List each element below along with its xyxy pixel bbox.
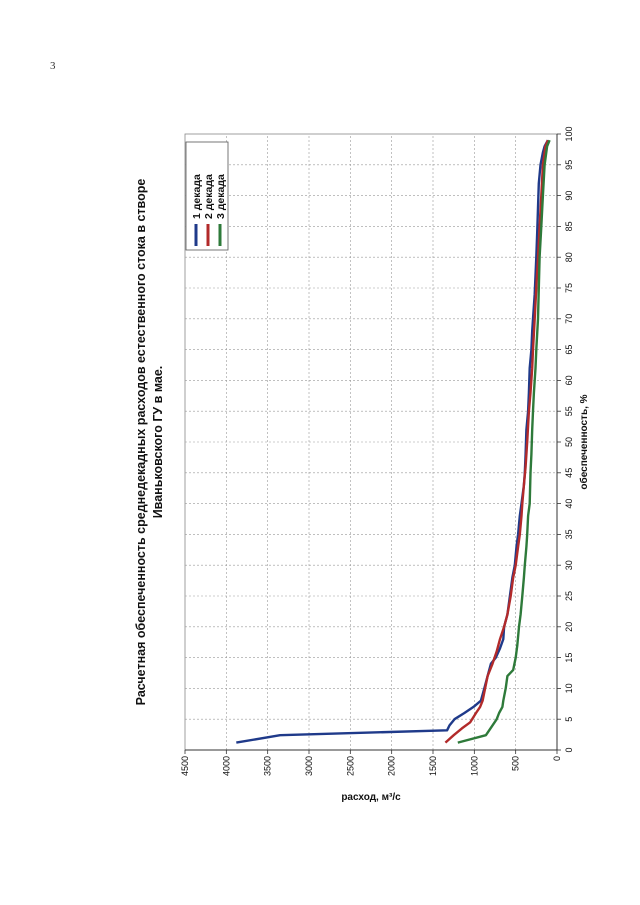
x-tick-label: 30	[564, 560, 574, 570]
y-tick-label: 500	[511, 756, 521, 771]
y-tick-label: 1000	[469, 756, 479, 776]
x-tick-label: 10	[564, 683, 574, 693]
legend-label-2: 2 декада	[203, 174, 215, 219]
series-line-1	[236, 139, 549, 744]
x-tick-label: 0	[564, 747, 574, 752]
x-tick-label: 75	[564, 283, 574, 293]
x-tick-label: 95	[564, 160, 574, 170]
x-tick-label: 90	[564, 191, 574, 201]
x-tick-label: 40	[564, 499, 574, 509]
series-line-3	[457, 139, 551, 744]
x-tick-label: 20	[564, 622, 574, 632]
x-tick-label: 25	[564, 591, 574, 601]
x-tick-label: 45	[564, 468, 574, 478]
x-tick-label: 70	[564, 314, 574, 324]
x-tick-label: 85	[564, 221, 574, 231]
x-axis-title: обеспеченность, %	[578, 394, 590, 489]
legend-label-3: 3 декада	[215, 174, 227, 219]
chart-title-line: Иваньковского ГУ в мае.	[151, 366, 165, 519]
x-tick-label: 35	[564, 529, 574, 539]
chart-title-line: Расчетная обеспеченность среднедекадных …	[134, 179, 148, 706]
legend-label-1: 1 декада	[191, 174, 203, 219]
y-tick-label: 1500	[428, 756, 438, 776]
x-tick-label: 15	[564, 653, 574, 663]
x-tick-label: 60	[564, 375, 574, 385]
y-axis-title: расход, м³/с	[341, 792, 401, 803]
page-number: 3	[50, 60, 56, 72]
x-tick-label: 50	[564, 437, 574, 447]
legend-box	[185, 141, 229, 251]
y-tick-label: 0	[552, 756, 562, 761]
x-tick-label: 100	[564, 126, 574, 141]
x-tick-label: 65	[564, 345, 574, 355]
legend: 1 декада 2 декада 3 декада	[185, 141, 229, 251]
y-tick-label: 4000	[221, 756, 231, 776]
series-line-2	[444, 139, 550, 744]
y-tick-label: 4500	[180, 756, 190, 776]
y-tick-label: 2500	[345, 756, 355, 776]
x-tick-label: 55	[564, 406, 574, 416]
x-tick-label: 80	[564, 252, 574, 262]
x-tick-label: 5	[564, 717, 574, 722]
y-tick-label: 3500	[263, 756, 273, 776]
y-tick-label: 2000	[387, 756, 397, 776]
y-tick-label: 3000	[304, 756, 314, 776]
